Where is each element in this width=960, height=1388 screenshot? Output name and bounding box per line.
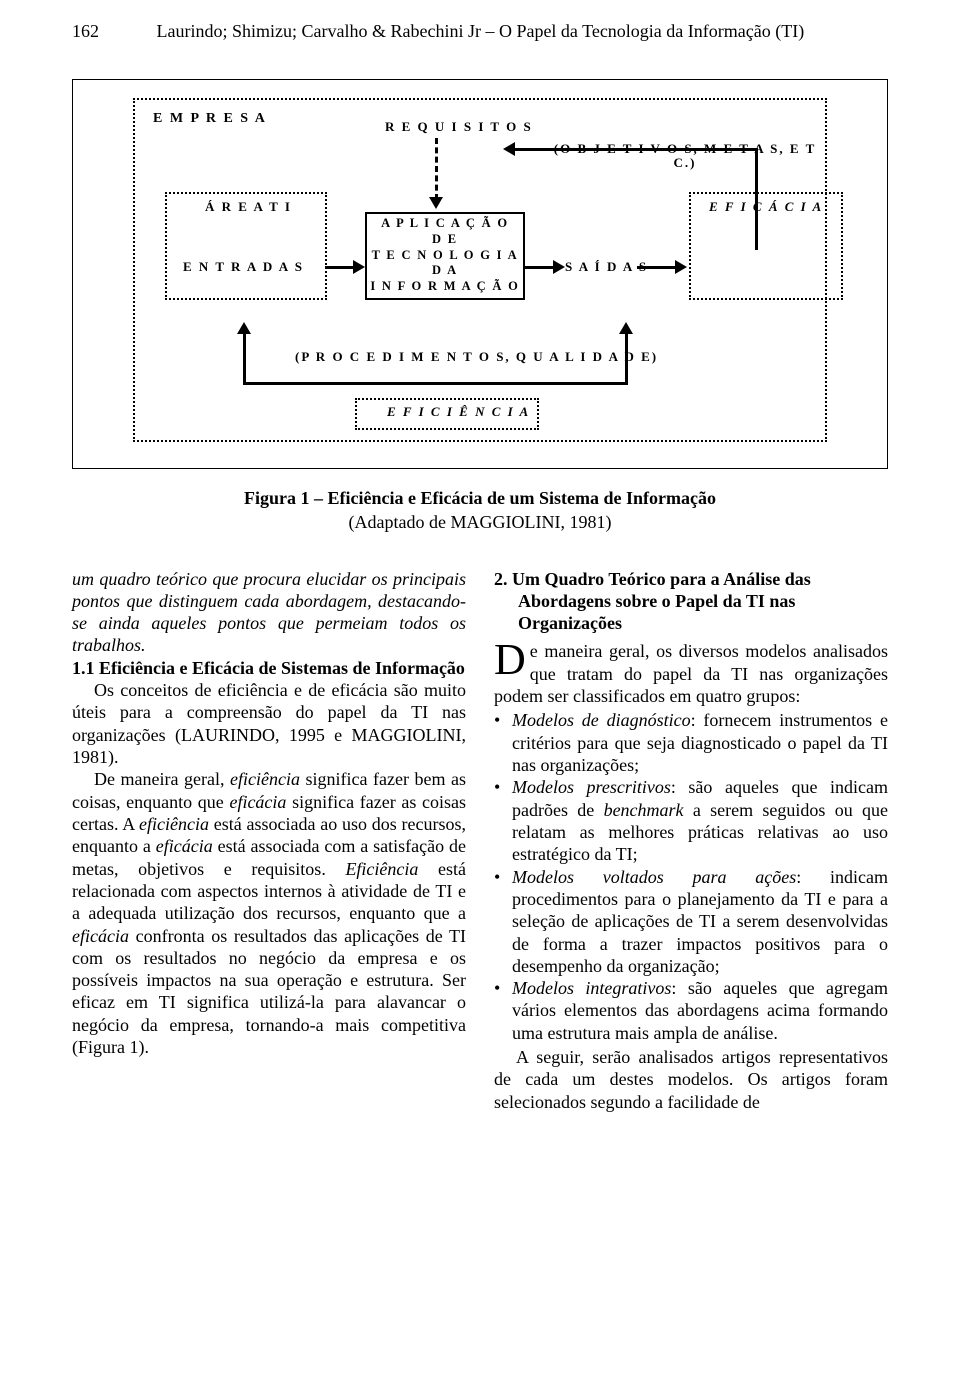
section-1-1-heading: 1.1 Eficiência e Eficácia de Sistemas de… xyxy=(72,657,466,679)
efi-h xyxy=(243,382,628,385)
body-columns: um quadro teórico que procura elucidar o… xyxy=(72,568,888,1114)
bullet-item: Modelos voltados para ações: indicam pro… xyxy=(508,866,888,978)
bullet-list: Modelos de diagnóstico: fornecem instru­… xyxy=(494,709,888,1044)
eficacia-arrowhead xyxy=(503,142,515,156)
figure-caption-plain: (Adaptado de MAGGIOLINI, 1981) xyxy=(72,511,888,534)
bullet-item: Modelos prescritivos: são aqueles que in… xyxy=(508,776,888,865)
figure-frame: E M P R E S A R E Q U I S I T O S (O B J… xyxy=(72,79,888,469)
arrow-requisitos xyxy=(435,138,438,200)
center-box: A P L I C A Ç Ã O D E T E C N O L O G I … xyxy=(365,212,525,300)
efi-arrowhead-left xyxy=(237,322,251,334)
entradas-label: E N T R A D A S xyxy=(183,260,304,275)
page: 162 Laurindo; Shimizu; Carvalho & Rabech… xyxy=(0,0,960,1388)
bullet-item: Modelos de diagnóstico: fornecem instru­… xyxy=(508,709,888,776)
page-number: 162 xyxy=(72,20,152,43)
bullet-item: Modelos integrativos: são aqueles que ag… xyxy=(508,977,888,1044)
intro-paragraph: um quadro teórico que procura elucidar o… xyxy=(72,568,466,657)
arrowhead-requisitos xyxy=(429,197,443,209)
closing-paragraph: A seguir, serão analisados artigos repre… xyxy=(494,1046,888,1113)
dropcap-paragraph: D e maneira geral, os diversos modelos a… xyxy=(494,640,888,707)
arrowhead-to-eficacia xyxy=(675,260,687,274)
objetivos-label: (O B J E T I V O S, M E T A S, E T C.) xyxy=(545,142,825,172)
running-title: Laurindo; Shimizu; Carvalho & Rabechini … xyxy=(157,21,805,41)
section-2-heading: 2. Um Quadro Teórico para a Análise das … xyxy=(494,568,888,635)
center-box-text: A P L I C A Ç Ã O D E T E C N O L O G I … xyxy=(370,216,519,294)
figure-caption-bold: Figura 1 – Eficiência e Eficácia de um S… xyxy=(72,487,888,510)
saidas-label: S A Í D A S xyxy=(565,260,648,275)
empresa-box: E M P R E S A R E Q U I S I T O S (O B J… xyxy=(133,98,827,442)
arrowhead-entradas xyxy=(353,260,365,274)
eficacia-label: E F I C Á C I A xyxy=(709,200,823,215)
left-p1: Os conceitos de eficiência e de eficácia… xyxy=(72,679,466,768)
arrow-entradas xyxy=(325,266,355,269)
area-ti-label: Á R E A T I xyxy=(205,200,292,215)
arrowhead-saidas xyxy=(553,260,565,274)
efi-v-left xyxy=(243,332,246,382)
dropcap-letter: D xyxy=(494,640,530,678)
requisitos-label: R E Q U I S I T O S xyxy=(385,120,533,135)
empresa-label: E M P R E S A xyxy=(153,110,267,128)
efi-arrowhead-right xyxy=(619,322,633,334)
arrow-saidas xyxy=(523,266,555,269)
eficacia-h xyxy=(513,148,756,151)
left-p2: De maneira geral, eficiência significa f… xyxy=(72,768,466,1058)
eficiencia-label: E F I C I Ê N C I A xyxy=(387,405,530,420)
dropcap-rest: e maneira geral, os diversos modelos ana… xyxy=(494,641,888,706)
running-header: 162 Laurindo; Shimizu; Carvalho & Rabech… xyxy=(72,20,888,43)
arrow-to-eficacia xyxy=(637,266,677,269)
procedimentos-label: (P R O C E D I M E N T O S, Q U A L I D … xyxy=(295,350,658,365)
